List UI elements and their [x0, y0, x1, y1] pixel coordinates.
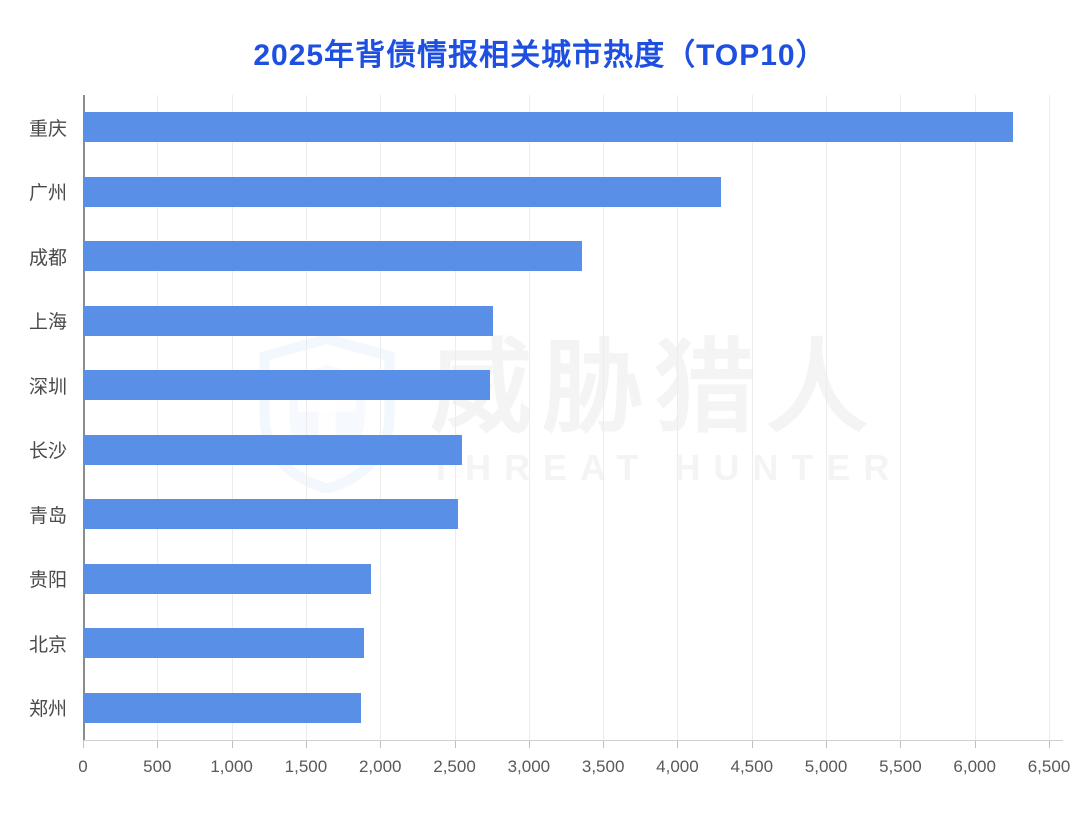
gridline [454, 95, 456, 740]
x-tick-label: 3,000 [507, 757, 551, 776]
category-label: 重庆 [28, 118, 67, 140]
category-label: 青岛 [28, 505, 67, 527]
bar-郑州 [83, 692, 361, 723]
gridline [528, 95, 530, 740]
bar-北京 [83, 628, 364, 659]
gridline [826, 95, 828, 740]
gridline [305, 95, 307, 740]
gridline [603, 95, 605, 740]
tick-mark [157, 741, 159, 748]
gridline [1049, 95, 1050, 740]
x-tick-label: 5,000 [804, 757, 848, 776]
x-tick-label: 4,500 [730, 757, 774, 776]
x-tick-label: 2,000 [358, 757, 402, 776]
x-tick-label: 4,000 [656, 757, 699, 776]
tick-mark [974, 741, 976, 748]
bar-深圳 [83, 370, 491, 401]
category-label: 贵阳 [28, 570, 67, 592]
category-label: 深圳 [28, 376, 67, 398]
tick-mark [380, 741, 382, 748]
gridline [380, 95, 382, 740]
bar-row: 重庆 [29, 95, 1049, 160]
bar-广州 [83, 176, 721, 207]
tick-mark [677, 741, 679, 748]
category-label: 北京 [28, 634, 67, 656]
bar-row: 长沙 [29, 418, 1049, 483]
plot-area: 重庆广州成都上海深圳长沙青岛贵阳北京郑州 [29, 95, 1063, 748]
tick-mark [603, 741, 605, 748]
tick-mark [83, 741, 84, 748]
gridline [974, 95, 976, 740]
bar-上海 [83, 305, 494, 336]
tick-mark [454, 741, 456, 748]
gridline [157, 95, 159, 740]
y-axis-line [83, 95, 85, 741]
bar-row: 广州 [29, 160, 1049, 225]
x-tick-label: 3,500 [581, 757, 625, 776]
x-tick-label: 500 [143, 757, 172, 776]
category-label: 长沙 [28, 441, 67, 463]
gridline [231, 95, 233, 740]
bar-row: 成都 [29, 224, 1049, 289]
bar-row: 青岛 [29, 482, 1049, 547]
bar-重庆 [83, 112, 1014, 143]
bar-row: 北京 [29, 611, 1049, 676]
bar-row: 深圳 [29, 353, 1049, 418]
bar-青岛 [83, 499, 458, 530]
x-tick-label: 6,000 [953, 757, 996, 776]
tick-mark [231, 741, 233, 748]
x-tick-label: 1,500 [284, 757, 328, 776]
tick-mark [1049, 741, 1050, 748]
tick-mark [826, 741, 828, 748]
gridline [751, 95, 753, 740]
x-tick-label: 0 [78, 757, 88, 776]
bar-row: 贵阳 [29, 547, 1049, 612]
bar-成都 [83, 241, 583, 272]
tick-mark [305, 741, 307, 748]
category-label: 上海 [28, 312, 67, 334]
bar-row: 上海 [29, 289, 1049, 354]
category-label: 成都 [28, 247, 67, 269]
gridline [677, 95, 679, 740]
tick-mark [751, 741, 753, 748]
x-tick-label: 5,500 [879, 757, 922, 776]
bar-row: 郑州 [29, 676, 1049, 741]
category-label: 广州 [28, 183, 67, 205]
x-axis-line [83, 740, 1063, 741]
x-tick-label: 6,500 [1027, 757, 1071, 776]
chart-title: 2025年背债情报相关城市热度（TOP10） [253, 39, 827, 72]
x-tick-label: 2,500 [433, 757, 476, 776]
bar-贵阳 [83, 563, 372, 594]
tick-mark [900, 741, 902, 748]
category-label: 郑州 [28, 699, 67, 721]
tick-mark [528, 741, 530, 748]
x-tick-label: 1,000 [210, 757, 253, 776]
gridline [900, 95, 902, 740]
bar-长沙 [83, 434, 462, 465]
